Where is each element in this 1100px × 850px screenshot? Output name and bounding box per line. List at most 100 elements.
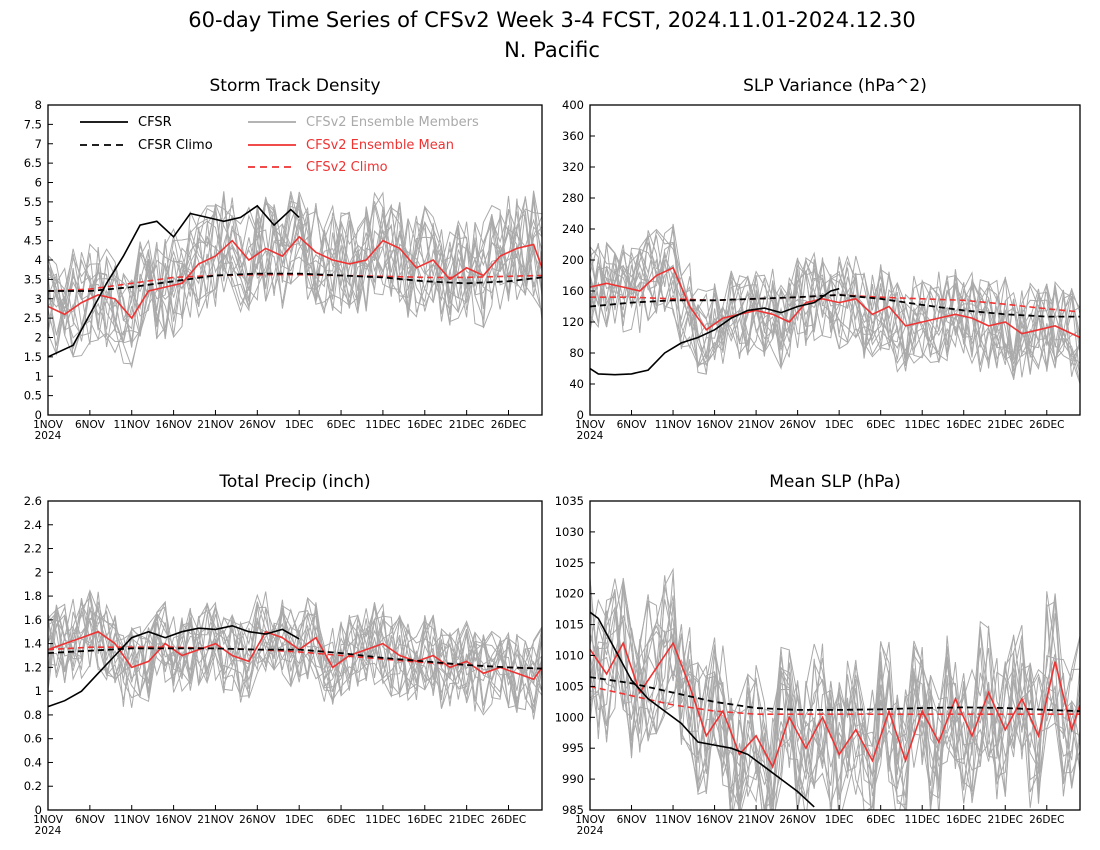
ensemble-member-line xyxy=(48,190,542,348)
y-tick-label: 1015 xyxy=(555,618,584,632)
y-tick-label: 0.4 xyxy=(24,755,42,769)
y-tick-label: 0.5 xyxy=(24,389,42,403)
ensemble-member-line xyxy=(48,199,542,358)
y-tick-label: 80 xyxy=(569,346,584,360)
x-tick-label: 11NOV xyxy=(655,814,692,826)
cfsv2-ensemble-mean-line xyxy=(48,235,542,320)
x-tick-label: 1DEC xyxy=(285,814,314,826)
ensemble-member-line xyxy=(590,592,1080,810)
x-tick-label: 1NOV xyxy=(33,814,64,826)
x-tick-label: 6NOV xyxy=(617,814,648,826)
y-tick-label: 4.5 xyxy=(24,234,42,248)
cfsv2-climo-line xyxy=(590,685,1080,716)
x-tick-label: 21NOV xyxy=(738,814,775,826)
ensemble-member-line xyxy=(48,589,542,716)
panel-2: SLP Variance (hPa^2) 0 40 80 120 160 200 240 280… xyxy=(562,76,1081,442)
y-tick-label: 5.5 xyxy=(24,195,42,209)
ensemble-member-line xyxy=(48,191,542,348)
x-year-label: 2024 xyxy=(577,430,604,442)
ensemble-member-line xyxy=(590,575,1080,810)
legend-climo-label: CFSv2 Climo xyxy=(306,160,388,175)
x-tick-label: 1DEC xyxy=(285,419,314,431)
ensemble-member-line xyxy=(48,602,542,710)
ensemble-member-line xyxy=(48,194,542,342)
cfsr-climo-line xyxy=(48,647,542,670)
plot-area xyxy=(590,567,1080,810)
cfsv2-climo-line xyxy=(48,273,542,292)
y-tick-label: 4 xyxy=(35,253,42,267)
x-tick-label: 16NOV xyxy=(155,814,192,826)
x-tick-label: 1DEC xyxy=(825,419,854,431)
x-tick-label: 6DEC xyxy=(327,419,356,431)
x-tick-label: 26NOV xyxy=(239,419,276,431)
x-tick-label: 21NOV xyxy=(197,419,234,431)
y-tick-label: 200 xyxy=(562,253,584,267)
plot-area xyxy=(590,223,1080,384)
panel-title: Mean SLP (hPa) xyxy=(769,472,901,492)
y-tick-label: 6 xyxy=(35,176,42,190)
x-tick-label: 11DEC xyxy=(365,419,400,431)
ensemble-member-line xyxy=(48,591,542,713)
y-tick-label: 40 xyxy=(569,377,584,391)
x-tick-label: 16NOV xyxy=(155,419,192,431)
x-tick-label: 6NOV xyxy=(75,419,106,431)
panels-group: Storm Track Density 0 0.5 1 1.5 2 2.5 3 3.5 4 4.5 5… xyxy=(24,76,1081,837)
ensemble-member-line xyxy=(590,627,1080,810)
y-tick-label: 3 xyxy=(35,292,42,306)
y-tick-label: 1030 xyxy=(555,525,584,539)
y-tick-label: 2.5 xyxy=(24,311,42,325)
cfsr-line xyxy=(590,611,815,808)
ensemble-member-line xyxy=(590,242,1080,373)
y-tick-label: 0.2 xyxy=(24,779,42,793)
cfsr-climo-line xyxy=(590,676,1080,712)
y-tick-label: 120 xyxy=(562,315,584,329)
ensemble-member-line xyxy=(48,596,542,709)
panel-3: Total Precip (inch) 0 0.2 0.4 0.6 0.8 1 1.2 1.4 1… xyxy=(24,472,543,837)
y-tick-label: 2.6 xyxy=(24,494,42,508)
ensemble-member-line xyxy=(590,589,1080,810)
y-tick-label: 990 xyxy=(562,772,584,786)
y-tick-label: 2 xyxy=(35,331,42,345)
x-year-label: 2024 xyxy=(577,825,604,837)
y-tick-label: 985 xyxy=(562,803,584,817)
cfsv2-climo-line xyxy=(48,646,542,670)
cfsr-line xyxy=(48,204,300,358)
y-tick-label: 1 xyxy=(35,684,42,698)
x-tick-label: 6DEC xyxy=(866,814,895,826)
x-tick-label: 16DEC xyxy=(407,419,442,431)
y-tick-label: 2.4 xyxy=(24,518,42,532)
y-tick-label: 1025 xyxy=(555,556,584,570)
ensemble-member-line xyxy=(590,600,1080,806)
legend-members-label: CFSv2 Ensemble Members xyxy=(306,115,479,130)
y-tick-label: 8 xyxy=(35,98,42,112)
x-tick-label: 6NOV xyxy=(75,814,106,826)
y-tick-label: 1020 xyxy=(555,587,584,601)
x-tick-label: 11NOV xyxy=(113,419,150,431)
y-tick-label: 0 xyxy=(35,803,42,817)
y-tick-label: 0.8 xyxy=(24,708,42,722)
y-tick-label: 0 xyxy=(577,408,584,422)
cfsv2-ensemble-mean-line xyxy=(590,641,1080,769)
y-tick-label: 5 xyxy=(35,214,42,228)
x-tick-label: 11NOV xyxy=(113,814,150,826)
y-tick-label: 0.6 xyxy=(24,732,42,746)
y-tick-label: 1.2 xyxy=(24,660,42,674)
x-tick-label: 11NOV xyxy=(655,419,692,431)
panel-title: SLP Variance (hPa^2) xyxy=(743,76,927,96)
plot-frame xyxy=(47,500,543,811)
legend: CFSR CFSR Climo CFSv2 Ensemble Members CFSv… xyxy=(80,115,479,175)
y-tick-label: 280 xyxy=(562,191,584,205)
y-tick-label: 3.5 xyxy=(24,272,42,286)
x-tick-label: 26NOV xyxy=(239,814,276,826)
x-tick-label: 21NOV xyxy=(197,814,234,826)
x-tick-label: 1NOV xyxy=(575,419,606,431)
x-tick-label: 1DEC xyxy=(825,814,854,826)
x-tick-label: 11DEC xyxy=(904,814,939,826)
x-tick-label: 26DEC xyxy=(1029,419,1064,431)
cfsv2-ensemble-mean-line xyxy=(590,266,1080,339)
y-tick-label: 0 xyxy=(35,408,42,422)
x-tick-label: 6DEC xyxy=(866,419,895,431)
x-tick-label: 16DEC xyxy=(946,814,981,826)
cfsr-climo-line xyxy=(590,293,1080,318)
x-tick-label: 11DEC xyxy=(904,419,939,431)
